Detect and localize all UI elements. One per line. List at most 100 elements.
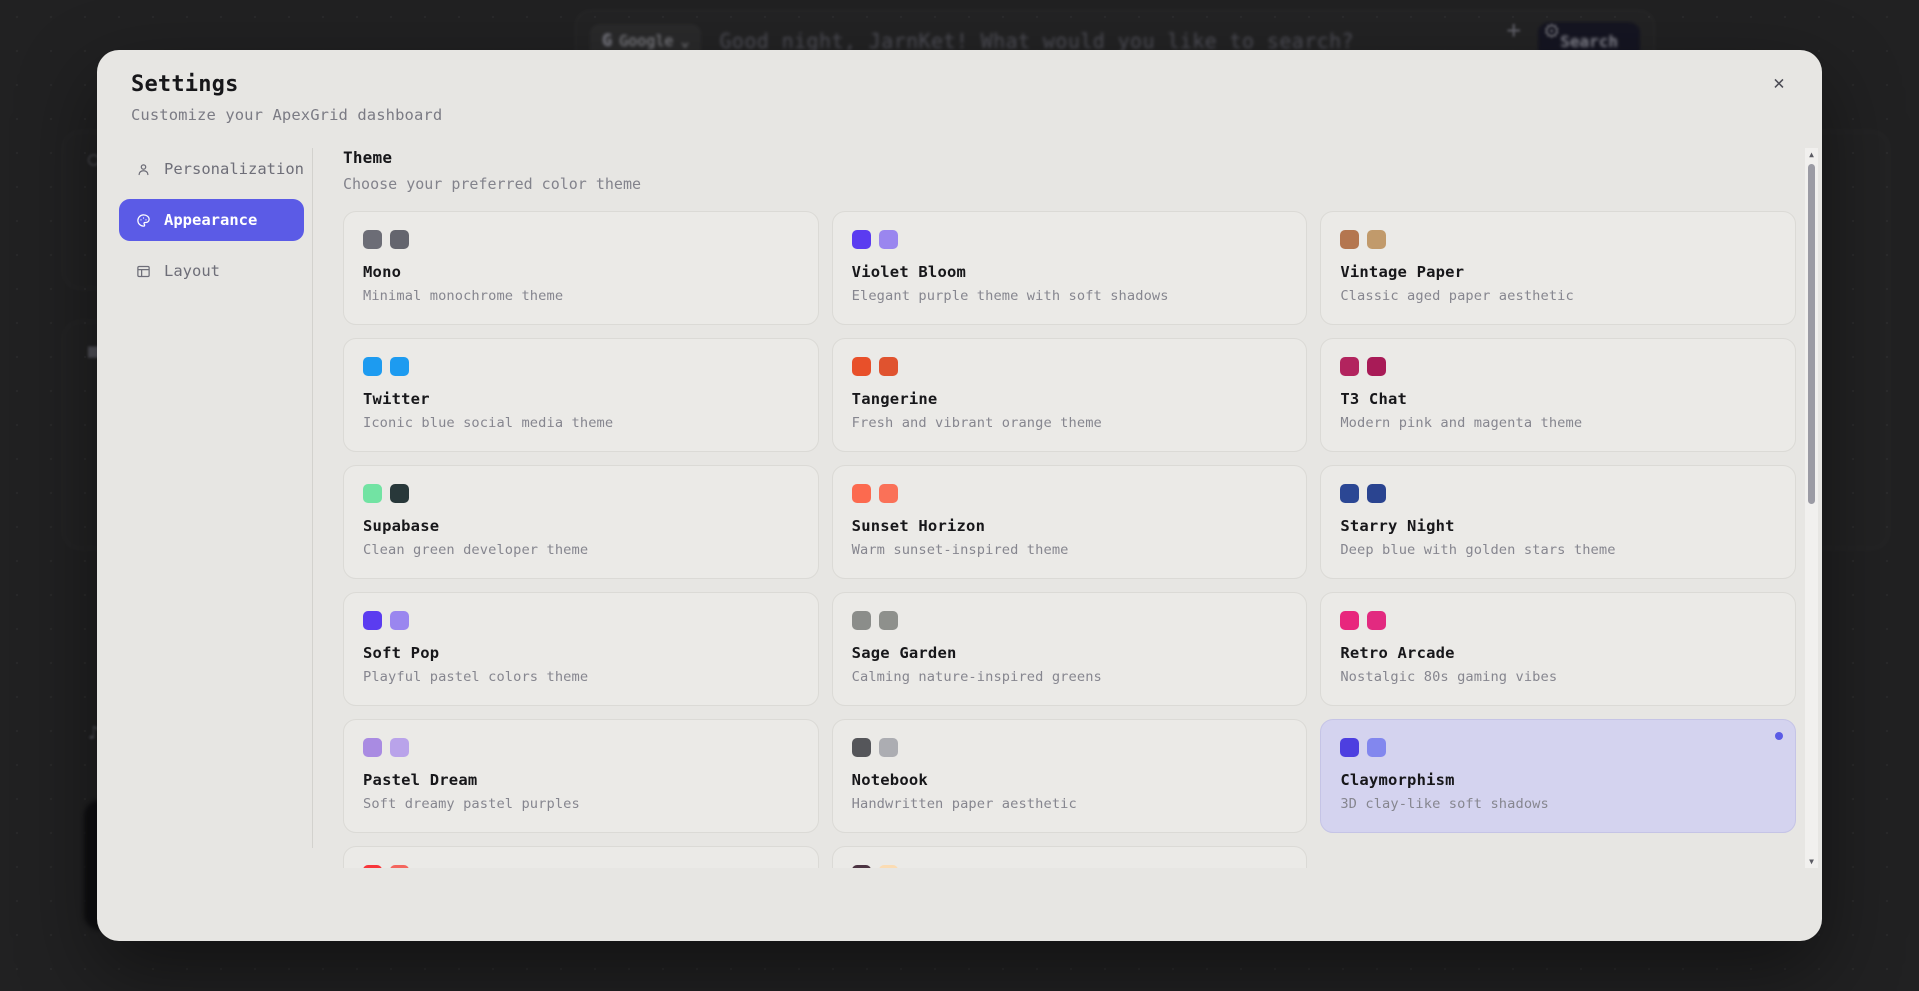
appearance-scroll-area: Theme Choose your preferred color theme … xyxy=(343,148,1822,868)
theme-description: 3D clay-like soft shadows xyxy=(1340,796,1549,812)
scrollbar-thumb[interactable] xyxy=(1808,164,1815,504)
sidebar-item-appearance[interactable]: Appearance xyxy=(119,199,304,241)
theme-card[interactable]: Neo BrutalismBold hard shadows and edges xyxy=(343,846,819,868)
theme-grid: Mono Minimal monochrome theme Violet Bloom… xyxy=(343,211,1796,868)
theme-name: Starry Night xyxy=(1340,517,1455,535)
background-note-side-icon: ♪ xyxy=(88,722,100,744)
color-swatch xyxy=(1340,357,1360,376)
scroll-down-arrow-icon[interactable]: ▼ xyxy=(1809,857,1814,866)
theme-swatches xyxy=(1340,230,1776,249)
dialog-body: Personalization Appearance xyxy=(97,148,1822,941)
theme-card[interactable]: Supabase Clean green developer theme xyxy=(343,465,819,579)
dialog-header: Settings Customize your ApexGrid dashboa… xyxy=(97,50,1822,124)
background-grid-side-icon: ■ xyxy=(88,340,100,362)
color-swatch xyxy=(878,738,898,757)
theme-description: Deep blue with golden stars theme xyxy=(1340,542,1616,558)
theme-name: Notebook xyxy=(851,771,928,789)
theme-description: Elegant purple theme with soft shadows xyxy=(851,288,1169,304)
theme-card[interactable]: Mono Minimal monochrome theme xyxy=(343,211,819,325)
color-swatch xyxy=(363,611,382,630)
color-swatch xyxy=(851,484,871,503)
color-swatch xyxy=(363,865,382,868)
close-icon[interactable]: ✕ xyxy=(1764,68,1794,98)
theme-name: Tangerine xyxy=(851,390,938,408)
scroll-up-arrow-icon[interactable]: ▲ xyxy=(1809,150,1814,159)
layout-icon xyxy=(135,263,152,280)
theme-card[interactable]: Twitter Iconic blue social media theme xyxy=(343,338,819,452)
theme-swatches xyxy=(363,611,799,630)
theme-description: Modern pink and magenta theme xyxy=(1340,415,1583,431)
theme-card[interactable]: Sunset Horizon Warm sunset-inspired theme xyxy=(831,465,1308,579)
color-swatch xyxy=(878,357,898,376)
theme-description: Classic aged paper aesthetic xyxy=(1340,288,1574,304)
color-swatch xyxy=(390,865,409,868)
theme-description: Handwritten paper aesthetic xyxy=(851,796,1077,812)
color-swatch xyxy=(851,865,871,868)
color-swatch xyxy=(1367,738,1387,757)
content-scrollbar[interactable]: ▲ ▼ xyxy=(1805,148,1818,868)
theme-card[interactable]: Claymorphism 3D clay-like soft shadows xyxy=(1320,719,1796,833)
theme-name: Sunset Horizon xyxy=(851,517,986,535)
color-swatch xyxy=(1340,484,1360,503)
theme-card[interactable]: Pastel Dream Soft dreamy pastel purples xyxy=(343,719,819,833)
sidebar-item-personalization[interactable]: Personalization xyxy=(119,148,304,190)
sidebar-item-label: Personalization xyxy=(164,160,304,178)
theme-description: Soft dreamy pastel purples xyxy=(363,796,580,812)
theme-name: Supabase xyxy=(363,517,440,535)
theme-card[interactable]: Violet Bloom Elegant purple theme with so… xyxy=(831,211,1308,325)
color-swatch xyxy=(1367,611,1387,630)
sidebar-item-label: Layout xyxy=(164,262,220,280)
dialog-subtitle: Customize your ApexGrid dashboard xyxy=(131,106,443,124)
color-swatch xyxy=(390,357,409,376)
color-swatch xyxy=(1340,738,1360,757)
palette-icon xyxy=(135,212,152,229)
gear-icon[interactable]: ⚙ xyxy=(1544,16,1559,44)
theme-card[interactable]: Sage Garden Calming nature-inspired green… xyxy=(831,592,1308,706)
color-swatch xyxy=(878,865,898,868)
theme-name: Twitter xyxy=(363,390,430,408)
theme-description: Fresh and vibrant orange theme xyxy=(851,415,1102,431)
search-input[interactable]: Good night, JarnKet! What would you like… xyxy=(719,29,1354,53)
sidebar-divider xyxy=(312,148,313,848)
theme-swatches xyxy=(1340,738,1776,757)
color-swatch xyxy=(1367,357,1387,376)
color-swatch xyxy=(363,738,382,757)
theme-swatches xyxy=(363,230,799,249)
theme-description: Clean green developer theme xyxy=(363,542,589,558)
color-swatch xyxy=(878,611,898,630)
theme-name: T3 Chat xyxy=(1340,390,1408,408)
theme-swatches xyxy=(851,484,1288,503)
sidebar-item-label: Appearance xyxy=(164,211,258,229)
sidebar-item-layout[interactable]: Layout xyxy=(119,250,304,292)
theme-card[interactable]: Vintage Paper Classic aged paper aestheti… xyxy=(1320,211,1796,325)
settings-sidebar: Personalization Appearance xyxy=(97,148,312,941)
theme-swatches xyxy=(851,738,1288,757)
color-swatch xyxy=(363,357,382,376)
theme-swatches xyxy=(851,357,1288,376)
theme-swatches xyxy=(851,865,1288,868)
theme-swatches xyxy=(363,738,799,757)
theme-swatches xyxy=(851,230,1288,249)
color-swatch xyxy=(390,738,409,757)
theme-card[interactable]: Soft Pop Playful pastel colors theme xyxy=(343,592,819,706)
theme-description: Nostalgic 80s gaming vibes xyxy=(1340,669,1558,685)
user-icon xyxy=(135,161,152,178)
color-swatch xyxy=(1340,230,1360,249)
color-swatch xyxy=(363,230,382,249)
theme-card[interactable]: CaffeineWarm coffee-inspired theme xyxy=(831,846,1308,868)
settings-content: Theme Choose your preferred color theme … xyxy=(313,148,1822,941)
theme-card[interactable]: Retro Arcade Nostalgic 80s gaming vibes xyxy=(1320,592,1796,706)
theme-card[interactable]: Notebook Handwritten paper aesthetic xyxy=(831,719,1308,833)
theme-swatches xyxy=(1340,611,1776,630)
theme-swatches xyxy=(1340,484,1776,503)
background-search-side-icon: ○ xyxy=(88,148,100,170)
color-swatch xyxy=(363,484,382,503)
theme-card[interactable]: Tangerine Fresh and vibrant orange theme xyxy=(831,338,1308,452)
add-widget-icon[interactable]: + xyxy=(1506,16,1521,44)
theme-swatches xyxy=(363,357,799,376)
theme-card[interactable]: Starry Night Deep blue with golden stars … xyxy=(1320,465,1796,579)
settings-dialog: Settings Customize your ApexGrid dashboa… xyxy=(97,50,1822,941)
theme-card[interactable]: T3 Chat Modern pink and magenta theme xyxy=(1320,338,1796,452)
theme-description: Minimal monochrome theme xyxy=(363,288,564,304)
color-swatch xyxy=(1367,230,1387,249)
